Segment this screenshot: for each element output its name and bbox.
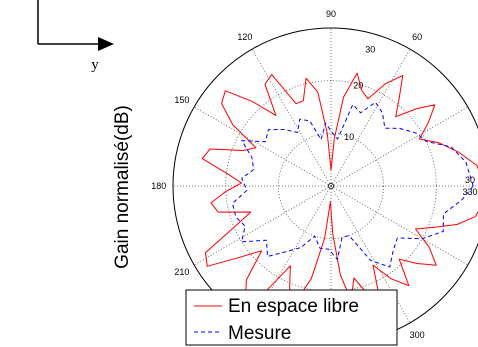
grid-spoke	[330, 185, 411, 324]
ring-label: 20	[353, 80, 363, 90]
axis-arrowhead-icon	[98, 37, 114, 51]
legend-label-measure: Mesure	[228, 323, 291, 344]
angle-label: 330	[462, 187, 477, 197]
y-axis-label: Gain normalisé(dB)	[112, 105, 133, 269]
axis-letter: y	[91, 57, 99, 73]
angle-label: 180	[151, 181, 166, 191]
angle-label: 90	[326, 9, 336, 19]
grid-spoke	[330, 48, 411, 187]
legend-box	[185, 289, 398, 346]
grid-ring	[277, 132, 385, 240]
axis-arrow-fragment: y	[37, 0, 114, 73]
series-measure-line	[232, 101, 474, 268]
angle-label: 60	[412, 32, 422, 42]
grid-spoke	[330, 106, 469, 187]
grid-spoke	[330, 185, 469, 266]
angle-label: 120	[237, 32, 252, 42]
ring-label: 10	[344, 132, 354, 142]
angle-label: 30	[465, 175, 475, 185]
angle-label: 300	[410, 330, 425, 340]
polar-grid	[172, 27, 478, 345]
legend-label-free-space: En espace libre	[228, 296, 359, 317]
grid-spoke	[193, 185, 332, 266]
grid-spoke	[193, 106, 332, 187]
angle-label: 30	[365, 44, 375, 54]
legend: En espace libre Mesure	[185, 289, 398, 346]
origin-marker	[328, 183, 334, 189]
series-layer	[201, 72, 478, 303]
grid-spoke	[251, 185, 332, 324]
grid-spoke	[251, 48, 332, 187]
angle-label: 150	[174, 95, 189, 105]
ring-labels: 10 20	[344, 80, 363, 142]
series-free-space-line	[201, 72, 478, 303]
angle-label: 210	[174, 267, 189, 277]
